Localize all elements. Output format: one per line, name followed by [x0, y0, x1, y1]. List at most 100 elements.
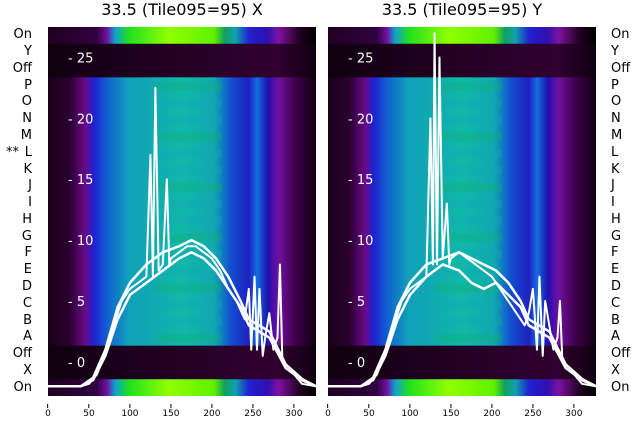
- row-label-right: H: [611, 211, 621, 227]
- row-label-left: K: [23, 161, 32, 177]
- series-curve: [48, 238, 316, 388]
- heatmap-cell: [154, 132, 222, 142]
- row-label-left: H: [22, 211, 32, 227]
- row-label-left: P: [24, 77, 32, 93]
- heatmap-cell: [154, 266, 222, 276]
- heatmap-row-h: [48, 211, 316, 229]
- heatmap-cell: [154, 300, 222, 309]
- heatmap-row-off: [328, 345, 596, 363]
- row-label-right: Off: [611, 60, 631, 76]
- y-tick-label: - 10: [348, 234, 373, 249]
- heatmap-row-h: [328, 211, 596, 229]
- heatmap-row-e: [48, 261, 316, 280]
- x-tick-label: 0: [325, 404, 331, 419]
- row-label-left: On: [13, 27, 32, 43]
- row-label-right: X: [611, 362, 620, 378]
- row-label-left: X: [23, 362, 32, 378]
- heatmap-row-g: [48, 228, 316, 246]
- row-label-right: F: [611, 245, 619, 261]
- row-label-left: G: [21, 228, 32, 244]
- row-label-left: N: [22, 111, 32, 127]
- marker-label: **: [6, 145, 19, 160]
- y-tick-label: - 20: [348, 112, 373, 127]
- x-tick-label: 50: [83, 404, 94, 419]
- y-tick-label: - 10: [68, 234, 93, 249]
- heatmap-row-l: [48, 144, 316, 162]
- series-curve: [48, 251, 316, 388]
- row-label-left: O: [21, 94, 32, 110]
- heatmap-cell: [434, 82, 502, 91]
- heatmap-row-off: [328, 60, 596, 78]
- row-label-left: A: [23, 329, 32, 345]
- row-label-right: M: [611, 128, 623, 144]
- heatmap-row-p: [328, 77, 596, 95]
- row-label-right: Y: [611, 44, 619, 60]
- x-tick-label: 100: [121, 404, 138, 419]
- x-tick-label: 150: [442, 404, 459, 419]
- row-label-left: Off: [12, 60, 32, 76]
- heatmap-cell: [434, 132, 502, 142]
- row-label-left: J: [28, 178, 32, 194]
- row-label-right: A: [611, 329, 620, 345]
- heatmap-cell: [434, 250, 502, 259]
- y-tick-label: - 15: [348, 173, 373, 188]
- heatmap-cell: [154, 115, 222, 125]
- row-label-left: L: [24, 144, 32, 160]
- heatmap-row-y: [328, 43, 596, 62]
- series-curve: [328, 263, 596, 388]
- x-tick-label: 150: [162, 404, 179, 419]
- row-label-left: D: [21, 278, 32, 294]
- heatmap-row-g: [328, 228, 596, 246]
- heatmap-row-m: [328, 127, 596, 145]
- x-tick-label: 250: [524, 404, 541, 419]
- heatmap-row-i: [48, 194, 316, 212]
- row-label-left: Y: [24, 44, 32, 60]
- y-tick-label: - 20: [68, 112, 93, 127]
- heatmap-row-on: [328, 379, 596, 396]
- row-label-right: I: [611, 195, 615, 211]
- heatmap-cell: [434, 333, 502, 343]
- heatmap-cell: [154, 199, 222, 209]
- row-label-right: C: [611, 295, 621, 311]
- heatmap-cell: [434, 266, 502, 276]
- heatmap-cell: [154, 216, 222, 225]
- row-label-right: D: [611, 278, 622, 294]
- x-tick-label: 50: [363, 404, 374, 419]
- x-tick-label: 0: [45, 404, 51, 419]
- heatmap-cell: [154, 182, 222, 192]
- heatmap-row-on: [328, 27, 596, 45]
- heatmap-panel-x: - 0 - 5 - 10 - 15 - 20 - 25: [48, 27, 316, 396]
- row-label-left: F: [24, 245, 32, 261]
- row-label-right: On: [611, 27, 630, 43]
- row-label-left: I: [28, 195, 32, 211]
- row-label-right: N: [611, 111, 621, 127]
- x-tick-label: 300: [565, 404, 582, 419]
- heatmap-cell: [434, 216, 502, 225]
- heatmap-row-e: [328, 261, 596, 280]
- heatmap-row-f: [48, 245, 316, 263]
- y-tick-label: - 5: [68, 295, 85, 310]
- heatmap-row-on: [48, 27, 316, 45]
- heatmap-cell: [434, 233, 502, 242]
- y-tick-label: - 0: [68, 356, 85, 371]
- row-label-right: G: [611, 228, 622, 244]
- heatmap-panel-y: - 0 - 5 - 10 - 15 - 20 - 25: [328, 27, 596, 396]
- heatmap-row-off: [48, 60, 316, 78]
- y-tick-label: - 25: [68, 51, 93, 66]
- heatmap-row-on: [48, 379, 316, 396]
- heatmap-row-j: [48, 177, 316, 196]
- row-label-right: L: [611, 144, 619, 160]
- heatmap-row-m: [48, 127, 316, 145]
- heatmap-row-off: [48, 345, 316, 363]
- heatmap-cell: [154, 233, 222, 242]
- heatmap-row-d: [328, 278, 596, 296]
- heatmap-cell: [434, 317, 502, 326]
- row-label-left: C: [22, 295, 32, 311]
- y-tick-label: - 15: [68, 173, 93, 188]
- x-tick-label: 100: [401, 404, 418, 419]
- heatmap-row-p: [48, 77, 316, 95]
- row-label-right: J: [611, 178, 615, 194]
- heatmap-cell: [154, 149, 222, 158]
- row-label-right: K: [611, 161, 620, 177]
- heatmap-cell: [154, 99, 222, 108]
